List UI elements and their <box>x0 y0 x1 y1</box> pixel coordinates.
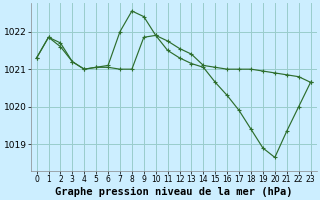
X-axis label: Graphe pression niveau de la mer (hPa): Graphe pression niveau de la mer (hPa) <box>55 186 292 197</box>
